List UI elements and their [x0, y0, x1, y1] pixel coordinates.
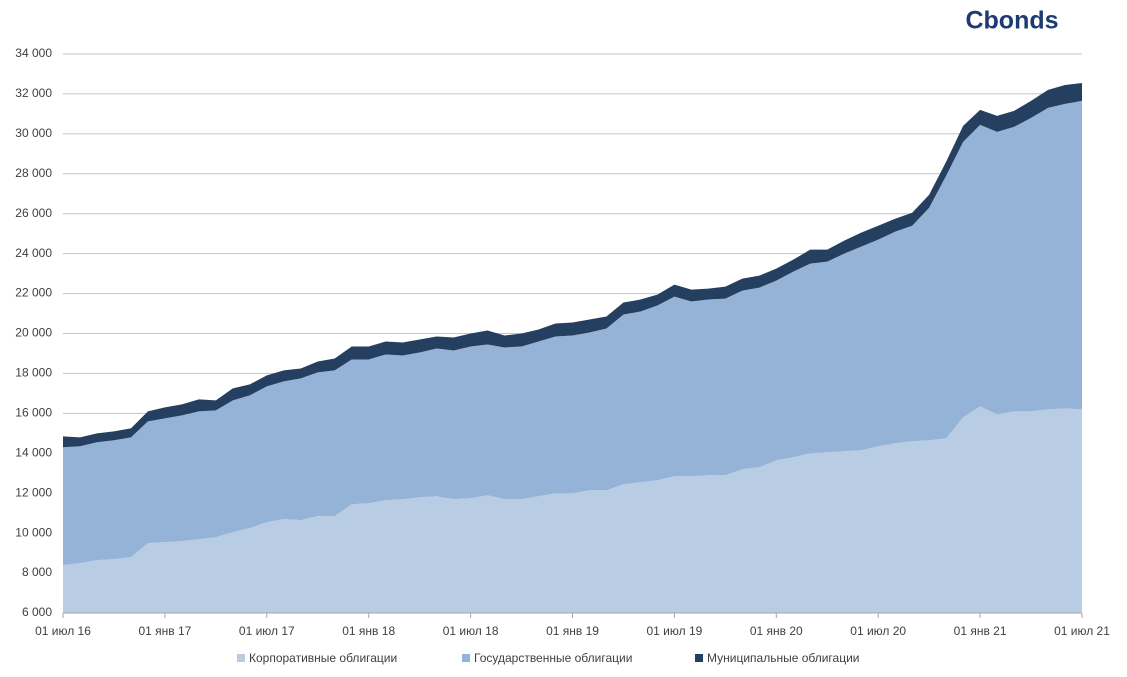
x-tick-label: 01 янв 18	[342, 624, 395, 638]
y-tick-label: 12 000	[15, 485, 52, 499]
legend-swatch	[695, 654, 703, 662]
logo: Cbonds	[965, 7, 1058, 35]
area	[63, 100, 1082, 566]
x-tick-label: 01 июл 17	[239, 624, 295, 638]
x-tick-label: 01 июл 16	[35, 624, 91, 638]
y-tick-label: 16 000	[15, 406, 52, 420]
y-tick-label: 28 000	[15, 166, 52, 180]
x-tick-label: 01 июл 19	[646, 624, 702, 638]
y-tick-label: 30 000	[15, 126, 52, 140]
y-tick-label: 14 000	[15, 445, 52, 459]
plot-area	[63, 82, 1082, 613]
y-tick-label: 20 000	[15, 326, 52, 340]
x-tick-label: 01 янв 20	[750, 624, 803, 638]
y-tick-label: 8 000	[22, 565, 52, 579]
legend-swatch	[237, 654, 245, 662]
legend-label: Государственные облигации	[474, 651, 632, 665]
y-tick-label: 24 000	[15, 246, 52, 260]
y-tick-label: 18 000	[15, 366, 52, 380]
x-tick-label: 01 янв 17	[138, 624, 191, 638]
x-tick-label: 01 июл 18	[443, 624, 499, 638]
y-tick-label: 34 000	[15, 46, 52, 60]
area	[63, 406, 1082, 613]
x-tick-label: 01 янв 21	[954, 624, 1007, 638]
x-tick-label: 01 июл 21	[1054, 624, 1110, 638]
y-tick-label: 22 000	[15, 286, 52, 300]
y-tick-label: 10 000	[15, 525, 52, 539]
y-tick-label: 6 000	[22, 605, 52, 619]
x-tick-label: 01 янв 19	[546, 624, 599, 638]
y-tick-label: 32 000	[15, 86, 52, 100]
y-tick-label: 26 000	[15, 206, 52, 220]
x-tick-label: 01 июл 20	[850, 624, 906, 638]
legend-label: Муниципальные облигации	[707, 651, 860, 665]
legend-swatch	[462, 654, 470, 662]
area	[63, 82, 1082, 448]
legend-label: Корпоративные облигации	[249, 651, 397, 665]
